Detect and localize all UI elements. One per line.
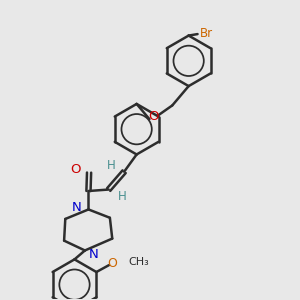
Text: H: H	[107, 159, 116, 172]
Text: O: O	[70, 163, 81, 176]
Text: Br: Br	[200, 27, 213, 40]
Text: H: H	[118, 190, 126, 202]
Text: N: N	[72, 202, 82, 214]
Text: O: O	[148, 110, 159, 123]
Text: CH₃: CH₃	[128, 257, 149, 267]
Text: O: O	[107, 257, 117, 270]
Text: N: N	[89, 248, 99, 260]
